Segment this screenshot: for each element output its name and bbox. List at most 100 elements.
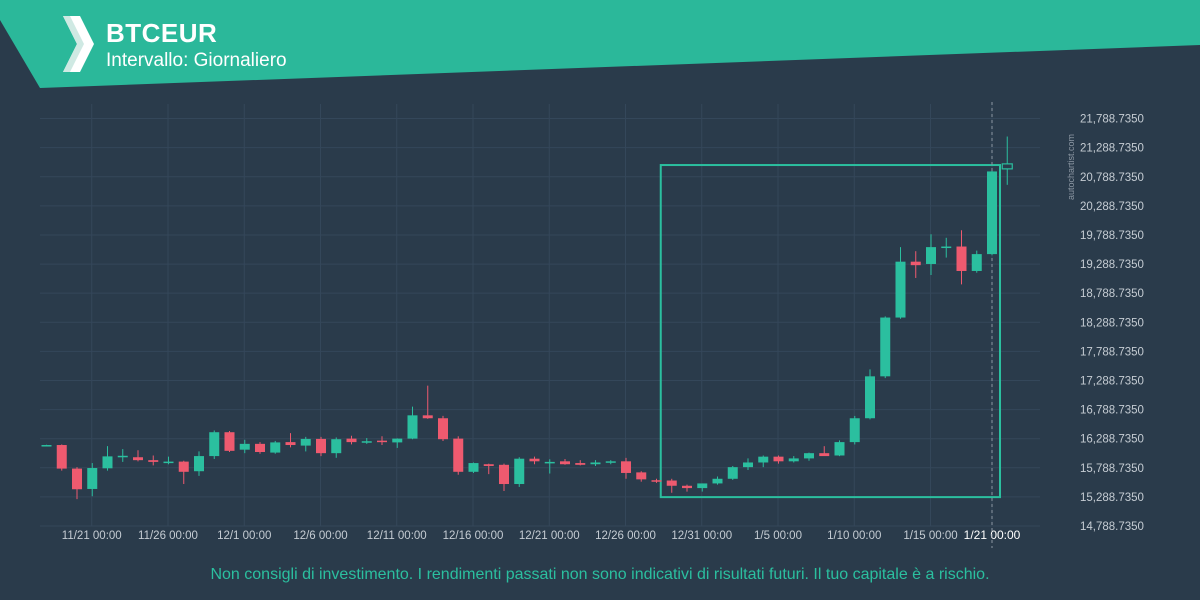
candle-body-up [300,438,311,446]
x-tick-label: 11/26 00:00 [138,530,198,542]
pattern-box [659,164,1001,499]
candle-body-down [773,456,784,462]
candle-body-up [895,261,906,318]
candle-body-up [743,462,753,468]
x-tick-label: 11/21 00:00 [62,530,122,542]
candle-body-down [72,468,82,490]
candle-body-down [499,464,509,485]
y-tick-label: 18,288.7350 [1080,317,1144,329]
candle-body-down [148,460,159,462]
candle-body-down [666,480,677,486]
candles [41,136,1013,500]
candle-body-up [468,463,479,472]
candle-body-down [377,440,387,443]
symbol-title: BTCEUR [106,18,218,48]
x-tick-label: 12/31 00:00 [671,530,732,542]
candle-body-up [331,439,342,454]
x-axis: 11/21 00:00 11/26 00:00 12/1 00:00 12/6 00:… [62,528,1021,542]
header-banner [0,0,1200,88]
candle-body-up [865,376,875,419]
y-tick-label: 15,788.7350 [1080,463,1144,475]
candle-body-down [438,418,448,440]
candle-body-up [209,432,220,457]
x-tick-label: 1/10 00:00 [827,530,881,542]
candle-body-up [163,461,174,464]
candle-body-up [834,442,845,456]
y-tick-label: 18,788.7350 [1080,288,1144,300]
y-tick-label: 19,288.7350 [1080,259,1144,271]
watermark: autochartist.com [1066,134,1076,200]
candle-body-up [407,415,418,439]
candle-body-down [56,445,67,469]
grid [40,104,1040,527]
candle-body-up [788,458,799,462]
x-tick-label: 12/1 00:00 [217,530,271,542]
candle-body-down [483,464,494,466]
candle-body-down [453,438,464,472]
autochartist-logo-icon [63,16,94,72]
candle-body-down [636,472,647,480]
candle-body-up [804,453,814,459]
y-tick-label: 21,288.7350 [1080,143,1144,155]
candle-body-down [316,438,326,454]
y-tick-label: 19,788.7350 [1080,230,1144,242]
candle-body-up [926,247,936,264]
candle-body-up [880,317,891,377]
candle-body-forming [1001,163,1013,170]
candle-body-down [575,463,586,465]
candle-body-up [361,441,372,443]
candle-body-up [941,246,952,249]
candle-body-down [346,438,357,443]
candle-body-down [285,442,296,446]
candle-body-up [239,443,250,450]
candle-body-up [712,478,723,484]
candle-body-up [697,483,708,489]
x-tick-label: 12/16 00:00 [443,530,504,542]
candle-body-up [987,171,997,255]
interval-label: Intervallo: Giornaliero [106,50,287,71]
candle-body-down [819,453,830,457]
candle-body-up [87,468,98,489]
x-tick-label: 1/5 00:00 [754,530,802,542]
candle-body-down [255,443,265,453]
candle-body-up [514,458,525,485]
candle-body-down [133,457,143,461]
candle-body-up [758,456,769,463]
y-tick-label: 20,788.7350 [1080,172,1144,184]
candle-body-down [529,458,540,462]
candle-body-up [971,254,982,271]
candle-body-down [560,461,570,465]
candle-body-up [392,438,403,443]
y-tick-label: 17,788.7350 [1080,346,1144,358]
candle-body-down [956,246,967,271]
candle-body-up [849,418,860,443]
candle-body-up [270,442,281,453]
candle-body-down [651,480,662,482]
candle-body-up [41,445,52,447]
candle-body-down [621,461,631,473]
candle-body-up [727,467,738,479]
candle-body-down [422,415,433,419]
candle-body-up [590,462,601,465]
y-tick-label: 21,788.7350 [1080,114,1144,126]
disclaimer: Non consigli di investimento. I rendimen… [210,566,990,583]
x-tick-label: 12/21 00:00 [519,530,580,542]
candle-body-up [544,461,555,464]
candle-body-up [102,456,113,469]
candle-body-down [910,261,921,266]
candle-body-up [194,456,204,472]
candle-body-up [605,461,616,463]
candle-body-down [682,485,692,489]
y-tick-label: 16,788.7350 [1080,405,1144,417]
x-tick-label: 12/11 00:00 [367,530,427,542]
y-tick-label: 16,288.7350 [1080,434,1144,446]
x-tick-label: 12/6 00:00 [293,530,347,542]
y-tick-label: 14,788.7350 [1080,521,1144,533]
candle-body-down [224,432,235,451]
y-tick-label: 20,288.7350 [1080,201,1144,213]
y-tick-label: 15,288.7350 [1080,492,1144,504]
candle-body-up [117,455,128,458]
y-tick-label: 17,288.7350 [1080,375,1144,387]
x-tick-label: 12/26 00:00 [595,530,656,542]
